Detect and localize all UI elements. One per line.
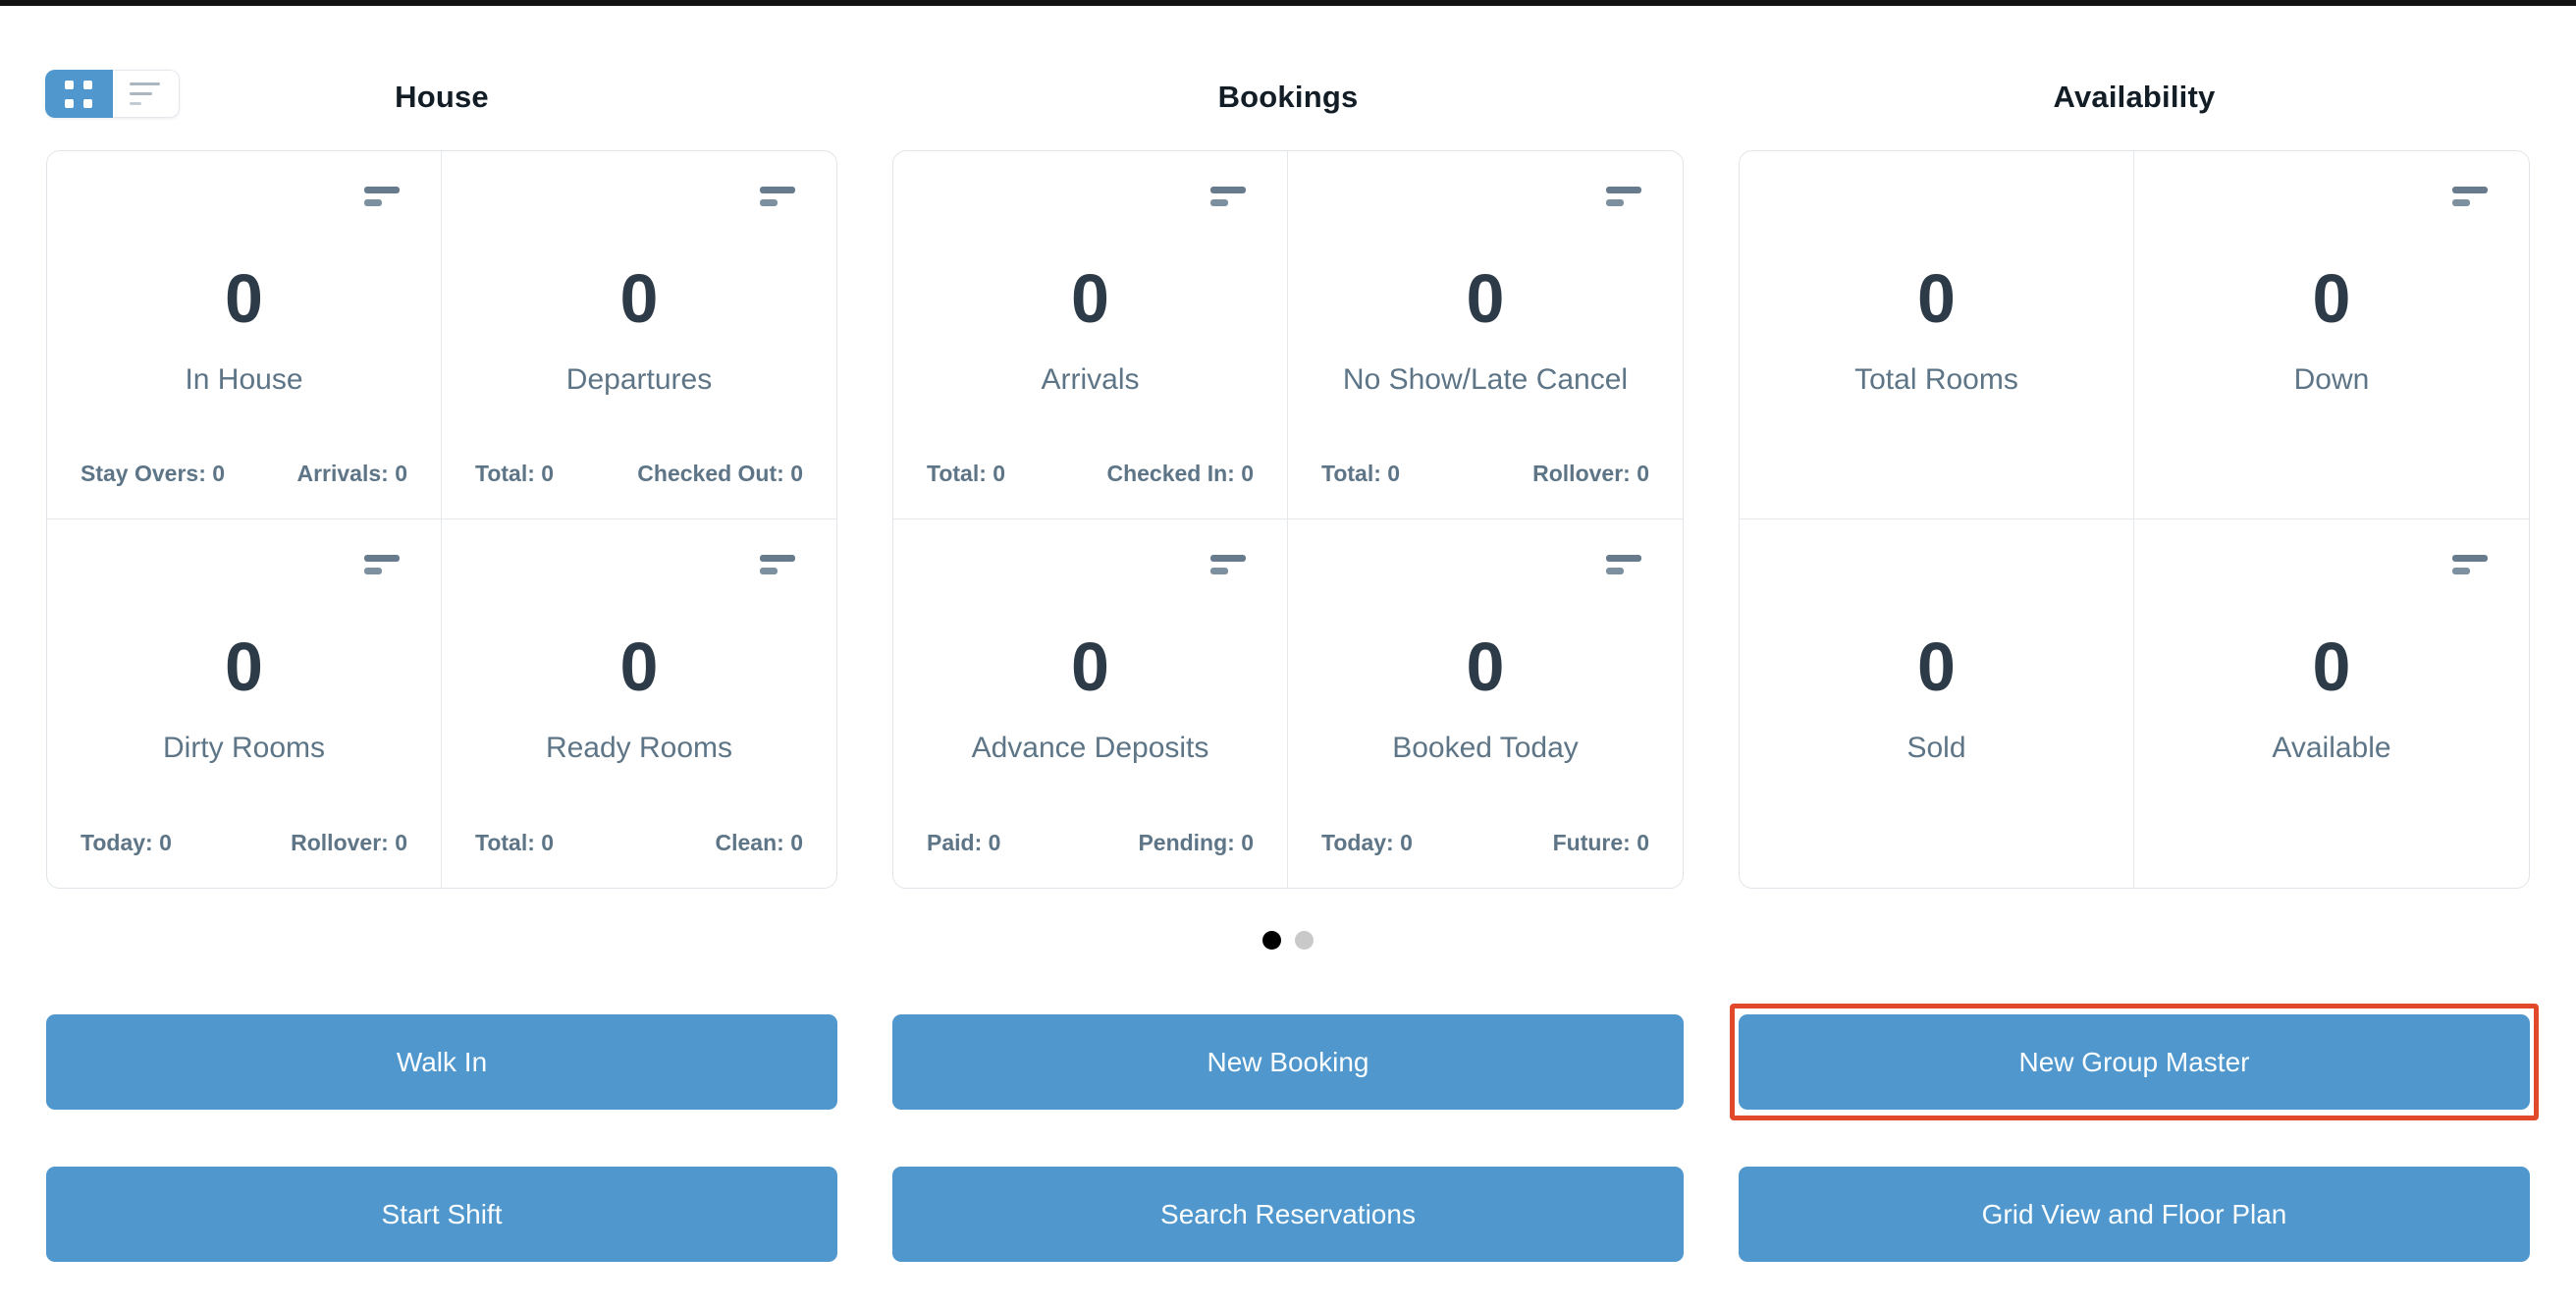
start-shift-button[interactable]: Start Shift (46, 1167, 837, 1262)
search-reservations-button[interactable]: Search Reservations (892, 1167, 1684, 1262)
stat-value: 0 (225, 628, 263, 705)
card-menu-icon[interactable] (1210, 555, 1246, 574)
stat-card-arrivals[interactable]: 0 Arrivals Total: 0 Checked In: 0 (893, 151, 1288, 519)
stat-footer-right: Pending: 0 (1138, 830, 1254, 855)
stat-footer-left: Today: 0 (80, 830, 172, 855)
section-header-row: House Bookings Availability (46, 63, 2530, 132)
stat-label: Sold (1906, 732, 1966, 764)
stat-value: 0 (2312, 260, 2351, 337)
stat-value: 0 (1917, 628, 1956, 705)
stat-value: 0 (225, 260, 263, 337)
stat-label: No Show/Late Cancel (1342, 363, 1629, 396)
section-title-availability: Availability (2053, 80, 2216, 114)
carousel-dots (0, 931, 2576, 950)
new-group-master-button[interactable]: New Group Master (1739, 1014, 2530, 1110)
stat-footer: Today: 0 Future: 0 (1321, 830, 1649, 856)
stat-label: Total Rooms (1854, 363, 2018, 396)
stat-footer-left: Paid: 0 (927, 830, 1001, 855)
stat-footer-right: Arrivals: 0 (296, 461, 407, 486)
stat-card-available[interactable]: 0 Available (2134, 519, 2529, 888)
stat-label: Booked Today (1392, 732, 1579, 764)
stat-value: 0 (1071, 260, 1109, 337)
stat-value: 0 (619, 628, 659, 705)
card-menu-icon[interactable] (760, 187, 795, 206)
stat-label: In House (185, 363, 303, 396)
new-booking-button[interactable]: New Booking (892, 1014, 1684, 1110)
stat-footer-left: Total: 0 (475, 830, 555, 855)
stat-footer-left: Total: 0 (475, 461, 555, 486)
stat-value: 0 (1917, 260, 1956, 337)
stat-footer: Stay Overs: 0 Arrivals: 0 (80, 461, 407, 487)
section-title-house: House (395, 80, 489, 114)
card-menu-icon[interactable] (364, 555, 400, 574)
stat-footer-right: Rollover: 0 (1532, 461, 1649, 486)
stat-footer: Total: 0 Checked Out: 0 (475, 461, 803, 487)
stat-footer-left: Today: 0 (1321, 830, 1413, 855)
stat-footer-right: Checked Out: 0 (637, 461, 803, 486)
stat-card-down[interactable]: 0 Down (2134, 151, 2529, 519)
grid-view-floor-plan-button[interactable]: Grid View and Floor Plan (1739, 1167, 2530, 1262)
stat-value: 0 (1466, 628, 1505, 705)
action-row-2: Start Shift Search Reservations Grid Vie… (46, 1167, 2530, 1262)
panel-availability: 0 Total Rooms 0 Down 0 Sold 0 Available (1739, 150, 2530, 889)
stat-footer-right: Clean: 0 (715, 830, 803, 855)
grid-view-button[interactable] (45, 70, 113, 118)
stat-footer-left: Total: 0 (927, 461, 1006, 486)
stat-footer: Total: 0 Rollover: 0 (1321, 461, 1649, 487)
stat-card-no-show-late-cancel[interactable]: 0 No Show/Late Cancel Total: 0 Rollover:… (1288, 151, 1683, 519)
stat-value: 0 (1466, 260, 1505, 337)
stat-card-advance-deposits[interactable]: 0 Advance Deposits Paid: 0 Pending: 0 (893, 519, 1288, 888)
panel-house: 0 In House Stay Overs: 0 Arrivals: 0 0 D… (46, 150, 837, 889)
stat-card-in-house[interactable]: 0 In House Stay Overs: 0 Arrivals: 0 (47, 151, 442, 519)
walk-in-button[interactable]: Walk In (46, 1014, 837, 1110)
stat-label: Down (2293, 363, 2370, 396)
section-title-bookings: Bookings (1217, 80, 1359, 114)
stat-label: Ready Rooms (545, 732, 733, 764)
stat-footer-right: Checked In: 0 (1106, 461, 1254, 486)
stat-card-departures[interactable]: 0 Departures Total: 0 Checked Out: 0 (442, 151, 836, 519)
card-menu-icon[interactable] (2452, 187, 2488, 206)
stat-footer: Total: 0 Clean: 0 (475, 830, 803, 856)
list-view-button[interactable] (112, 70, 180, 118)
card-menu-icon[interactable] (1210, 187, 1246, 206)
stat-value: 0 (2312, 628, 2351, 705)
stat-footer-left: Total: 0 (1321, 461, 1401, 486)
view-toggle (45, 70, 180, 118)
carousel-dot-2[interactable] (1295, 931, 1314, 950)
stat-card-booked-today[interactable]: 0 Booked Today Today: 0 Future: 0 (1288, 519, 1683, 888)
stat-card-total-rooms[interactable]: 0 Total Rooms (1740, 151, 2134, 519)
card-menu-icon[interactable] (1606, 555, 1641, 574)
stat-label: Advance Deposits (971, 732, 1209, 764)
stat-value: 0 (1071, 628, 1109, 705)
stat-card-sold[interactable]: 0 Sold (1740, 519, 2134, 888)
card-menu-icon[interactable] (760, 555, 795, 574)
stat-footer-right: Future: 0 (1552, 830, 1649, 855)
stat-footer: Today: 0 Rollover: 0 (80, 830, 407, 856)
card-menu-icon[interactable] (1606, 187, 1641, 206)
stat-footer-left: Stay Overs: 0 (80, 461, 226, 486)
stat-panels: 0 In House Stay Overs: 0 Arrivals: 0 0 D… (46, 150, 2530, 889)
stat-footer: Total: 0 Checked In: 0 (927, 461, 1254, 487)
stat-label: Departures (565, 363, 713, 396)
action-row-1: Walk In New Booking New Group Master (46, 1004, 2539, 1120)
card-menu-icon[interactable] (2452, 555, 2488, 574)
stat-card-dirty-rooms[interactable]: 0 Dirty Rooms Today: 0 Rollover: 0 (47, 519, 442, 888)
grid-icon (65, 80, 93, 108)
stat-footer-right: Rollover: 0 (291, 830, 407, 855)
carousel-dot-1[interactable] (1262, 931, 1281, 950)
stat-label: Arrivals (1041, 363, 1140, 396)
list-icon (130, 82, 161, 105)
panel-bookings: 0 Arrivals Total: 0 Checked In: 0 0 No S… (892, 150, 1684, 889)
stat-label: Available (2272, 732, 2391, 764)
card-menu-icon[interactable] (364, 187, 400, 206)
window-top-bar (0, 0, 2576, 6)
stat-label: Dirty Rooms (162, 732, 325, 764)
stat-footer: Paid: 0 Pending: 0 (927, 830, 1254, 856)
stat-value: 0 (619, 260, 659, 337)
stat-card-ready-rooms[interactable]: 0 Ready Rooms Total: 0 Clean: 0 (442, 519, 836, 888)
